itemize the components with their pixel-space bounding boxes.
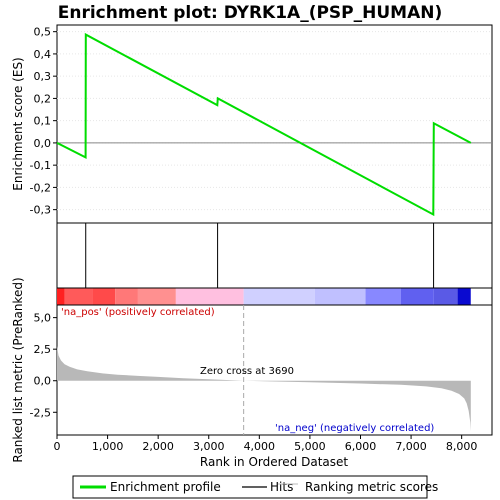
x-tick-label-6: 6,000	[345, 440, 377, 453]
chart-title: Enrichment plot: DYRK1A_(PSP_HUMAN)	[58, 3, 442, 23]
color-bar-segment-2	[92, 288, 116, 305]
x-tick-label-0: 0	[54, 440, 61, 453]
color-bar-segment-10	[433, 288, 458, 305]
es-tick-label-7: 0,4	[34, 48, 52, 61]
es-grid	[57, 31, 492, 211]
enrichment-profile	[56, 32, 472, 217]
x-axis: 0 1,000 2,000 3,000 4,000 5,000 6,000 7,000 8,00…	[54, 435, 478, 453]
x-axis-label: Rank in Ordered Dataset	[200, 455, 348, 469]
x-tick-label-1: 1,000	[92, 440, 124, 453]
x-tick-label-2: 2,000	[142, 440, 174, 453]
metric-tick-label-2: 2,5	[34, 343, 52, 356]
es-tick-label-2: -0,1	[30, 159, 51, 172]
color-bar-segment-3	[115, 288, 138, 305]
es-tick-label-6: 0,3	[34, 70, 52, 83]
es-y-label: Enrichment score (ES)	[11, 57, 25, 190]
x-tick-label-8: 8,000	[446, 440, 478, 453]
legend-metric: Ranking metric scores	[305, 480, 438, 494]
legend-profile: Enrichment profile	[110, 480, 221, 494]
color-bar-segment-4	[137, 288, 176, 305]
color-bar	[57, 288, 471, 305]
color-bar-segment-8	[365, 288, 401, 305]
es-tick-label-5: 0,2	[34, 92, 52, 105]
es-tick-label-4: 0,1	[34, 115, 52, 128]
es-tick-label-1: -0,2	[30, 181, 51, 194]
metric-fill	[57, 346, 471, 432]
color-bar-segment-1	[64, 288, 93, 305]
es-tick-label-3: 0,0	[34, 137, 52, 150]
metric-y-axis: -2,5 0,0 2,5 5,0	[30, 312, 57, 419]
x-tick-label-4: 4,000	[244, 440, 276, 453]
color-bar-segment-9	[400, 288, 434, 305]
pos-label: 'na_pos' (positively correlated)	[61, 307, 215, 318]
legend-hits: Hits	[270, 480, 293, 494]
es-y-axis: -0,3 -0,2 -0,1 0,0 0,1 0,2 0,3 0,4 0,5	[30, 26, 57, 217]
x-tick-label-5: 5,000	[294, 440, 326, 453]
metric-area	[57, 305, 471, 435]
hits-panel	[56, 222, 493, 289]
zero-cross-label: Zero cross at 3690	[200, 366, 294, 377]
enrichment-profile-line	[56, 32, 472, 217]
metric-y-label: Ranked list metric (PreRanked)	[11, 277, 25, 462]
color-bar-segment-6	[243, 288, 315, 305]
hit-marks	[85, 223, 435, 288]
x-tick-label-7: 7,000	[395, 440, 427, 453]
color-bar-segment-11	[457, 288, 471, 305]
color-bar-segment-5	[175, 288, 244, 305]
es-tick-label-0: -0,3	[30, 204, 51, 217]
metric-tick-label-3: 5,0	[34, 312, 52, 325]
color-bar-segment-0	[57, 288, 65, 305]
es-tick-label-8: 0,5	[34, 26, 52, 39]
metric-tick-label-0: -2,5	[30, 406, 51, 419]
x-tick-label-3: 3,000	[193, 440, 225, 453]
legend: Enrichment profile Hits Ranking metric s…	[72, 475, 438, 499]
color-bar-segment-7	[314, 288, 366, 305]
neg-label: 'na_neg' (negatively correlated)	[275, 423, 434, 434]
metric-tick-label-1: 0,0	[34, 375, 52, 388]
